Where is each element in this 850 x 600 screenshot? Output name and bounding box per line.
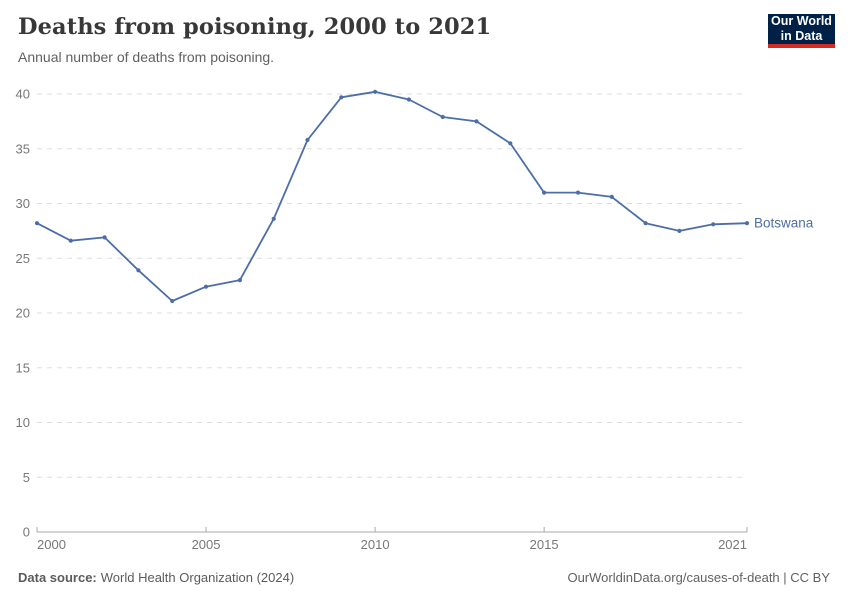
y-tick-label: 30 bbox=[16, 196, 30, 211]
data-point bbox=[34, 221, 40, 226]
data-point bbox=[170, 298, 175, 304]
data-point bbox=[339, 95, 344, 100]
x-tick-label: 2000 bbox=[37, 537, 66, 552]
y-tick-label: 10 bbox=[16, 415, 30, 430]
data-point bbox=[643, 221, 648, 226]
x-tick-label: 2021 bbox=[718, 537, 747, 552]
credit-link[interactable]: OurWorldinData.org/causes-of-death | CC … bbox=[567, 570, 830, 585]
data-source-label: Data source: bbox=[18, 570, 97, 585]
x-tick-label: 2005 bbox=[192, 537, 221, 552]
data-point bbox=[237, 278, 242, 283]
chart-header: Deaths from poisoning, 2000 to 2021 Annu… bbox=[18, 14, 750, 65]
data-point bbox=[677, 228, 682, 233]
y-tick-label: 20 bbox=[16, 306, 30, 321]
data-point bbox=[508, 141, 513, 146]
data-point bbox=[711, 222, 716, 227]
data-point bbox=[406, 97, 411, 102]
owid-logo[interactable]: Our World in Data bbox=[768, 14, 835, 48]
data-point bbox=[744, 221, 750, 226]
y-tick-label: 5 bbox=[23, 470, 30, 485]
data-point bbox=[373, 89, 378, 94]
x-tick-label: 2010 bbox=[361, 537, 390, 552]
data-point bbox=[68, 238, 73, 243]
data-point bbox=[575, 190, 581, 195]
chart-footer: Data source: World Health Organization (2… bbox=[18, 570, 830, 585]
owid-logo-line2: in Data bbox=[780, 29, 823, 43]
data-point bbox=[440, 114, 445, 120]
data-point bbox=[271, 216, 276, 221]
owid-logo-line1: Our World bbox=[771, 13, 832, 28]
y-tick-label: 15 bbox=[16, 360, 30, 375]
data-point bbox=[609, 194, 614, 199]
y-tick-label: 40 bbox=[16, 87, 30, 102]
data-source: Data source: World Health Organization (2… bbox=[18, 570, 294, 585]
y-tick-label: 35 bbox=[16, 141, 30, 156]
data-point bbox=[542, 190, 547, 195]
x-tick-label: 2015 bbox=[530, 537, 559, 552]
data-point bbox=[203, 284, 209, 289]
page-title: Deaths from poisoning, 2000 to 2021 bbox=[18, 14, 492, 40]
data-point bbox=[305, 137, 310, 143]
y-tick-label: 25 bbox=[16, 251, 30, 266]
y-tick-label: 0 bbox=[23, 525, 30, 540]
chart-subtitle: Annual number of deaths from poisoning. bbox=[18, 49, 275, 65]
data-source-value: World Health Organization (2024) bbox=[100, 570, 295, 585]
data-point bbox=[136, 268, 141, 273]
data-point bbox=[102, 235, 107, 240]
data-line bbox=[36, 90, 748, 302]
data-point bbox=[474, 119, 479, 124]
series-label: Botswana bbox=[754, 216, 814, 231]
